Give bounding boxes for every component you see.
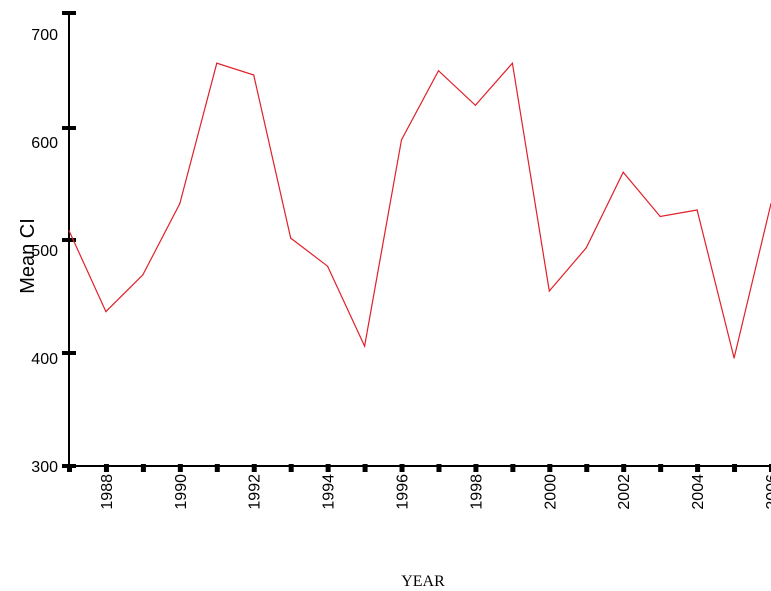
x-tick-label: 1988 [99,474,116,510]
data-point [400,139,403,141]
x-tick [140,464,146,472]
y-axis-label: Mean CI [17,218,39,294]
x-tick [177,464,183,472]
y-major-tick [62,238,76,242]
x-tick [399,464,405,472]
x-tick [769,464,771,472]
data-point [327,265,329,267]
y-major-tick [62,11,76,15]
data-point [179,203,181,205]
x-tick [732,464,738,472]
series [68,61,771,359]
x-tick-label: 2002 [616,474,633,510]
axes [68,13,771,467]
x-tick-label: 2000 [542,474,559,510]
x-tick-label: 1994 [321,474,338,510]
x-tick [473,464,479,472]
x-tick [584,464,590,472]
x-tick [103,464,109,472]
y-tick-label: 600 [31,135,58,152]
data-point [290,237,292,239]
data-point [105,311,107,313]
x-tick-label: 1990 [173,474,190,510]
x-tick [214,464,220,472]
x-tick [436,464,442,472]
data-point [622,171,624,173]
data-point [474,104,476,106]
data-point [216,62,218,64]
data-point [364,345,366,347]
x-tick [251,464,257,472]
x-tick [288,464,294,472]
x-tick [67,464,72,472]
x-tick-label: 2004 [690,474,707,510]
data-point [68,230,70,232]
x-tick-label: 1996 [395,474,412,510]
y-tick-label: 700 [31,27,58,44]
x-tick [621,464,627,472]
series-line [68,61,771,359]
x-tick [325,464,331,472]
x-tick [658,464,664,472]
x-tick [695,464,701,472]
data-point [696,209,698,211]
x-tick-label: 1992 [247,474,264,510]
data-point [142,274,144,276]
x-tick-label: 2006 [764,474,771,510]
ticks [62,11,771,472]
data-point [437,70,440,72]
y-tick-label: 400 [31,351,58,368]
data-point [511,62,513,64]
data-point [253,74,255,76]
y-major-tick [62,351,76,355]
tick-labels: 300 400 500 600 700 1988 1990 1992 1994 1996 1998 2… [31,27,771,510]
data-point [585,247,587,249]
x-tick [510,464,516,472]
x-tick-label: 1998 [468,474,485,510]
y-tick-label: 300 [31,459,58,476]
x-tick [362,464,368,472]
y-major-tick [62,126,76,130]
y-tick-label: 500 [31,243,58,260]
data-point [659,215,661,218]
data-point [733,357,735,359]
data-point [548,290,550,292]
x-tick [547,464,553,472]
x-axis-label: YEAR [401,573,445,590]
